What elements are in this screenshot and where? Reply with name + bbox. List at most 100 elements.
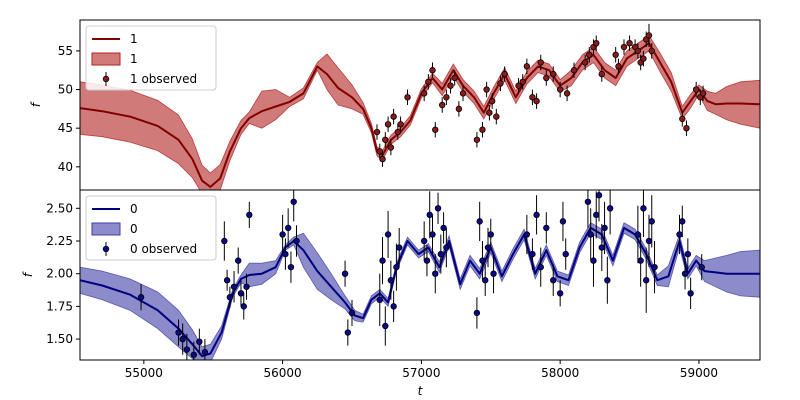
data-marker: [586, 51, 593, 58]
data-marker: [523, 231, 531, 238]
observed-point: [434, 192, 442, 224]
data-marker: [443, 94, 450, 101]
observed-point: [637, 234, 644, 287]
data-marker: [443, 244, 450, 251]
observed-point: [634, 43, 642, 59]
legend-marker-swatch: [102, 75, 110, 83]
data-marker: [394, 128, 401, 136]
observed-point: [223, 269, 231, 291]
data-marker: [640, 55, 647, 62]
observed-point: [533, 195, 540, 235]
data-marker: [201, 348, 209, 356]
data-marker: [643, 277, 650, 284]
observed-point: [550, 264, 557, 296]
observed-point: [373, 124, 381, 140]
data-marker: [429, 67, 436, 74]
top-legend: 1 1 1 observed: [85, 25, 217, 91]
data-marker: [395, 244, 403, 251]
top-y-axis-ticks: 40 45 50 55: [58, 44, 80, 174]
data-marker: [196, 338, 203, 345]
observed-point: [476, 201, 483, 241]
data-marker: [550, 277, 557, 284]
observed-point: [423, 244, 431, 277]
observed-point: [387, 139, 395, 156]
observed-point: [601, 201, 608, 255]
observed-point: [590, 234, 597, 287]
observed-point: [556, 280, 564, 307]
observed-point: [640, 190, 647, 238]
data-marker: [490, 270, 497, 277]
data-marker: [459, 90, 467, 97]
bottom-y-axis-label: f: [21, 271, 35, 277]
y-tick-label: 1.75: [46, 299, 73, 313]
data-marker: [488, 97, 496, 105]
data-marker: [563, 90, 571, 97]
observed-point: [190, 341, 197, 360]
data-marker: [282, 250, 289, 258]
y-tick-label: 50: [58, 83, 73, 97]
data-marker: [290, 198, 297, 205]
data-marker: [537, 59, 544, 66]
data-marker: [640, 205, 647, 212]
observed-point: [397, 116, 404, 133]
data-marker: [397, 121, 404, 128]
data-marker: [482, 277, 489, 284]
observed-point: [648, 195, 655, 248]
observed-point: [473, 297, 481, 329]
data-marker: [479, 257, 486, 264]
data-marker: [515, 82, 522, 89]
data-marker: [387, 144, 395, 151]
bottom-axes-frame: [79, 189, 761, 361]
data-marker: [420, 90, 428, 97]
observed-point: [387, 260, 395, 300]
data-marker: [556, 86, 564, 93]
data-marker: [519, 78, 526, 86]
observed-point: [384, 210, 392, 258]
y-tick-label: 2.00: [46, 267, 73, 281]
data-marker: [648, 218, 655, 225]
observed-point: [420, 221, 428, 261]
observed-point: [455, 101, 463, 117]
observed-point: [437, 234, 445, 274]
observed-point: [479, 122, 486, 138]
observed-point: [279, 214, 286, 255]
x-tick-label: 56000: [264, 366, 302, 380]
top-y-axis-label: f: [29, 101, 43, 107]
legend-label: 1: [130, 32, 138, 46]
data-marker: [432, 270, 439, 277]
legend-band-swatch: [91, 52, 121, 66]
observed-point: [341, 260, 349, 287]
data-marker: [344, 329, 352, 336]
observed-point: [543, 70, 550, 86]
data-marker: [420, 237, 428, 245]
data-marker: [601, 224, 608, 232]
data-marker: [226, 294, 234, 301]
data-marker: [486, 109, 493, 116]
data-marker: [423, 257, 431, 264]
data-marker: [612, 51, 619, 58]
observed-point: [537, 247, 544, 287]
data-marker: [645, 32, 653, 39]
data-marker: [240, 303, 247, 310]
observed-point: [612, 47, 619, 63]
data-marker: [379, 155, 386, 163]
observed-point: [626, 35, 633, 51]
observed-point: [595, 190, 603, 222]
data-marker: [556, 290, 564, 297]
data-marker: [590, 257, 597, 264]
data-marker: [190, 351, 197, 358]
observed-point: [645, 23, 653, 48]
observed-point: [493, 108, 500, 125]
data-marker: [235, 257, 242, 264]
data-marker: [595, 192, 603, 199]
data-marker: [476, 218, 483, 225]
data-marker: [533, 97, 540, 105]
y-tick-label: 55: [58, 44, 73, 58]
data-marker: [440, 224, 447, 232]
observed-point: [432, 254, 439, 294]
observed-point: [390, 108, 397, 125]
data-marker: [493, 113, 500, 120]
observed-point: [379, 151, 386, 167]
observed-point: [196, 328, 203, 355]
observed-point: [393, 243, 400, 291]
